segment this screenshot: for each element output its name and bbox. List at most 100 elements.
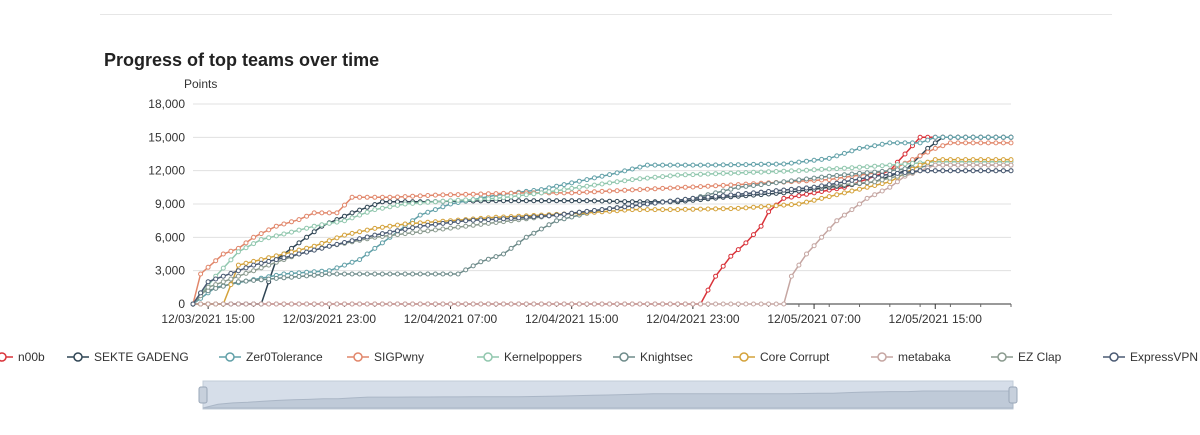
data-point: [493, 195, 499, 201]
legend-item[interactable]: SEKTE GADENG: [67, 350, 189, 364]
data-point: [569, 180, 575, 186]
data-point: [720, 182, 726, 188]
data-point: [372, 207, 378, 213]
data-point: [622, 204, 628, 210]
data-point: [758, 223, 764, 229]
data-point: [349, 194, 355, 200]
data-point: [857, 180, 862, 186]
data-point: [834, 166, 840, 172]
data-point: [531, 301, 537, 307]
legend-item[interactable]: Core Corrupt: [733, 350, 830, 364]
data-point: [902, 161, 908, 167]
data-point: [819, 195, 825, 201]
data-point: [213, 282, 219, 288]
data-point: [781, 301, 787, 307]
data-point: [887, 184, 893, 190]
data-point: [766, 181, 772, 187]
series-line: [193, 136, 1011, 305]
data-point: [364, 251, 370, 257]
data-point: [448, 220, 453, 225]
data-point: [493, 301, 499, 307]
data-point: [591, 208, 597, 213]
data-point: [554, 188, 560, 194]
data-point: [402, 194, 408, 200]
data-point: [395, 222, 400, 228]
data-point: [478, 196, 484, 202]
data-point: [289, 229, 294, 235]
zoom-handle-left[interactable]: [198, 386, 208, 404]
data-point: [796, 201, 802, 207]
data-point: [296, 227, 302, 233]
data-point: [804, 167, 809, 173]
data-point: [788, 168, 794, 174]
x-tick-label: 12/04/2021 23:00: [646, 312, 740, 326]
data-point: [546, 213, 552, 219]
data-point: [614, 301, 620, 307]
data-point: [523, 198, 529, 204]
data-point: [705, 194, 711, 200]
data-point: [432, 199, 438, 205]
data-point: [1008, 162, 1014, 168]
legend-item[interactable]: Kernelpoppers: [477, 350, 582, 364]
data-point: [304, 234, 310, 240]
data-point: [599, 198, 605, 204]
data-point: [531, 198, 537, 204]
data-point: [705, 287, 711, 293]
data-point: [811, 167, 817, 173]
data-point: [546, 185, 552, 191]
zoom-preview-area: [202, 390, 1014, 409]
data-point: [349, 230, 355, 236]
data-point: [872, 169, 878, 175]
data-point: [372, 271, 378, 277]
data-point: [289, 253, 294, 259]
data-point: [516, 301, 522, 307]
data-point: [705, 301, 711, 307]
data-point: [667, 207, 673, 213]
data-point: [485, 301, 491, 307]
data-point: [849, 171, 855, 177]
legend-item[interactable]: n00b: [0, 350, 45, 364]
data-point: [357, 229, 363, 235]
data-point: [652, 301, 658, 307]
data-point: [713, 206, 719, 212]
data-point: [523, 234, 529, 240]
data-point: [758, 182, 764, 188]
data-point: [872, 192, 878, 198]
legend-item[interactable]: ExpressVPN: [1103, 350, 1198, 364]
data-point: [894, 179, 900, 185]
data-point: [485, 191, 491, 197]
data-point: [735, 301, 741, 307]
data-point: [910, 140, 915, 146]
data-point: [455, 197, 461, 203]
legend-item[interactable]: EZ Clap: [991, 350, 1062, 364]
data-point: [811, 184, 817, 190]
data-point: [493, 216, 499, 222]
zoom-handle-right[interactable]: [1008, 386, 1018, 404]
data-point: [342, 301, 347, 307]
data-point: [417, 301, 423, 307]
data-point: [554, 218, 560, 224]
data-point: [273, 223, 279, 229]
legend-item[interactable]: Knightsec: [613, 350, 693, 364]
legend-item[interactable]: metabaka: [871, 350, 951, 364]
x-tick-label: 12/05/2021 15:00: [889, 312, 983, 326]
data-point: [970, 134, 976, 140]
data-point: [228, 257, 234, 263]
data-point: [485, 196, 491, 202]
data-point: [387, 199, 393, 205]
data-point: [743, 191, 749, 197]
data-point: [690, 195, 696, 201]
data-point: [963, 134, 969, 140]
legend-marker: [739, 352, 749, 362]
data-point: [349, 238, 355, 244]
legend-item[interactable]: Zer0Tolerance: [219, 350, 323, 364]
data-point: [213, 258, 219, 264]
data-point: [614, 179, 620, 185]
data-point: [289, 219, 294, 225]
legend-item[interactable]: SIGPwny: [347, 350, 424, 364]
data-point: [304, 213, 310, 219]
data-point: [720, 301, 726, 307]
data-point: [857, 176, 862, 182]
data-point: [629, 199, 635, 205]
data-point: [713, 183, 719, 189]
